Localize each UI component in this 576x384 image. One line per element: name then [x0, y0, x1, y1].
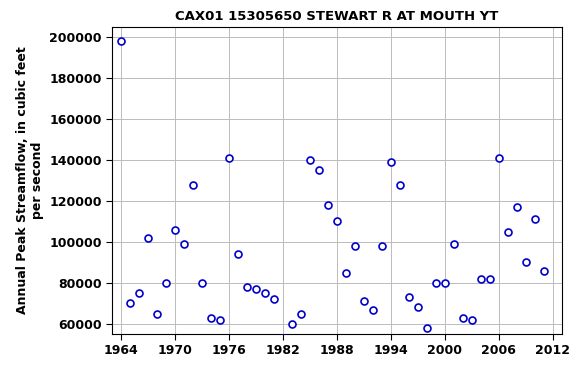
Point [386, 159, 396, 165]
Point [431, 280, 441, 286]
Point [512, 204, 521, 210]
Point [305, 157, 314, 163]
Point [395, 182, 404, 188]
Point [252, 286, 261, 292]
Point [449, 241, 458, 247]
Point [342, 270, 351, 276]
Point [404, 294, 414, 300]
Point [162, 280, 171, 286]
Point [458, 314, 467, 321]
Point [126, 300, 135, 306]
Point [368, 306, 377, 313]
Point [143, 235, 153, 241]
Point [233, 251, 242, 257]
Point [215, 317, 225, 323]
Point [270, 296, 279, 302]
Point [359, 298, 369, 305]
Point [153, 311, 162, 317]
Title: CAX01 15305650 STEWART R AT MOUTH YT: CAX01 15305650 STEWART R AT MOUTH YT [175, 10, 499, 23]
Point [485, 276, 494, 282]
Point [377, 243, 386, 249]
Point [278, 335, 287, 341]
Point [494, 155, 503, 161]
Point [207, 314, 216, 321]
Point [170, 227, 180, 233]
Point [539, 268, 548, 274]
Point [287, 321, 297, 327]
Point [332, 218, 342, 225]
Point [530, 216, 539, 222]
Point [242, 284, 252, 290]
Y-axis label: Annual Peak Streamflow, in cubic feet
per second: Annual Peak Streamflow, in cubic feet pe… [16, 46, 44, 314]
Point [503, 228, 512, 235]
Point [440, 280, 449, 286]
Point [413, 305, 422, 311]
Point [225, 155, 234, 161]
Point [135, 290, 144, 296]
Point [476, 276, 486, 282]
Point [422, 325, 431, 331]
Point [297, 311, 306, 317]
Point [198, 280, 207, 286]
Point [350, 243, 359, 249]
Point [323, 202, 332, 208]
Point [180, 241, 189, 247]
Point [467, 317, 476, 323]
Point [314, 167, 324, 173]
Point [260, 290, 270, 296]
Point [188, 182, 198, 188]
Point [117, 38, 126, 44]
Point [521, 259, 530, 265]
